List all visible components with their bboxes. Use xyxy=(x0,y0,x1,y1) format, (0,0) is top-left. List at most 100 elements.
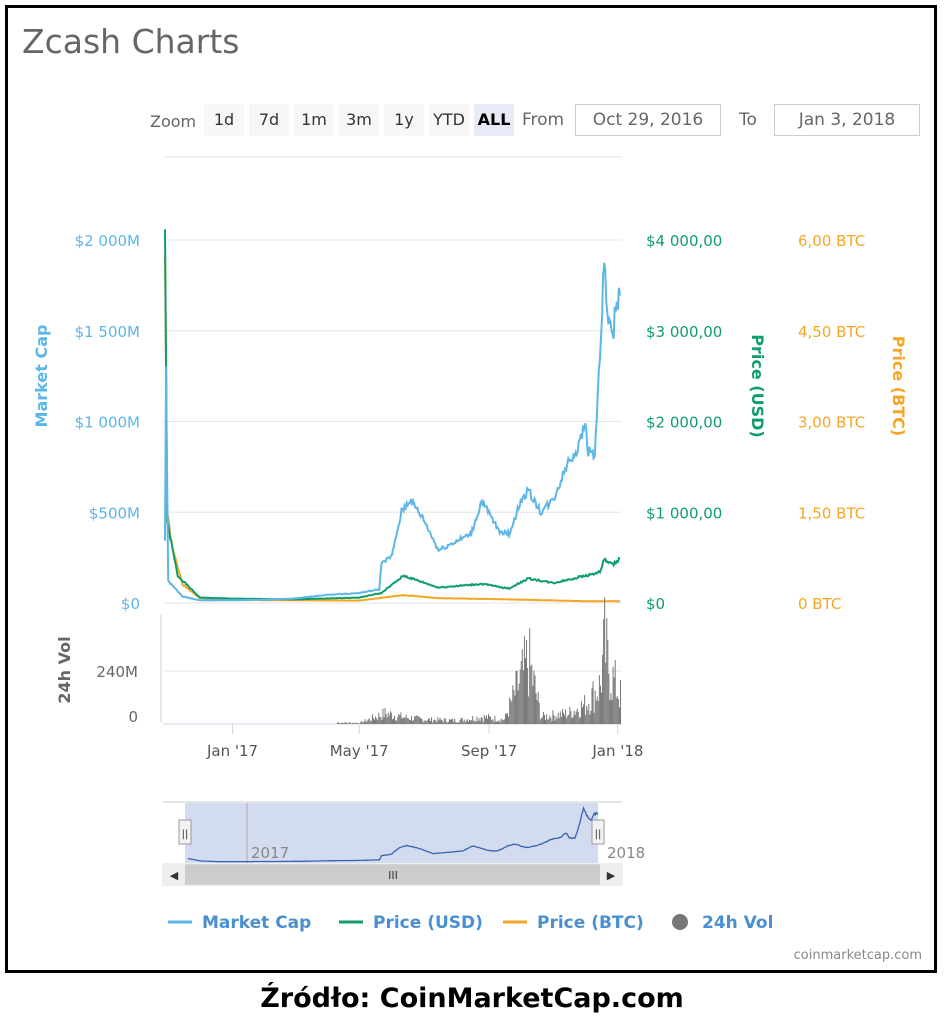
volume-bar xyxy=(538,702,540,724)
volume-bar xyxy=(498,720,500,724)
price-usd-tick: $0 xyxy=(646,595,665,613)
volume-bar xyxy=(550,717,552,724)
zoom-button-all[interactable]: ALL xyxy=(474,104,514,136)
page-title: Zcash Charts xyxy=(22,22,240,61)
volume-bar xyxy=(419,717,421,724)
volume-bar xyxy=(513,689,515,724)
zoom-button-1m[interactable]: 1m xyxy=(294,104,334,136)
zoom-button-7d[interactable]: 7d xyxy=(249,104,289,136)
volume-bar xyxy=(442,722,444,724)
volume-bar xyxy=(589,714,591,724)
volume-bar xyxy=(374,719,376,724)
volume-bar xyxy=(554,720,556,724)
volume-bar xyxy=(423,720,425,724)
from-date-input[interactable]: Oct 29, 2016 xyxy=(575,104,721,136)
volume-bar xyxy=(445,721,447,724)
zoom-button-1d[interactable]: 1d xyxy=(204,104,244,136)
arrow-right-icon: ▶ xyxy=(607,869,616,882)
volume-bar xyxy=(505,714,507,724)
scrollbar-grip-icon: III xyxy=(388,869,398,882)
volume-bar xyxy=(388,715,390,724)
volume-bar xyxy=(402,717,404,724)
scroll-left-button[interactable] xyxy=(163,864,185,885)
volume-bar xyxy=(383,717,385,724)
navigator-tick: 2017 xyxy=(251,844,289,862)
volume-bar xyxy=(508,716,510,724)
volume-bar xyxy=(499,722,501,724)
credit-link[interactable]: coinmarketcap.com xyxy=(793,948,922,963)
volume-bar xyxy=(516,670,518,724)
volume-bar xyxy=(573,710,575,724)
volume-bar xyxy=(465,720,467,724)
market-cap-tick: $500M xyxy=(89,504,140,522)
volume-bar xyxy=(611,699,613,724)
volume-bar xyxy=(356,722,358,724)
zoom-button-3m[interactable]: 3m xyxy=(339,104,379,136)
volume-bar xyxy=(541,717,543,724)
volume-bar xyxy=(456,722,458,724)
volume-bar xyxy=(342,722,344,724)
volume-bar xyxy=(616,695,618,724)
volume-bar xyxy=(448,719,450,724)
volume-bar xyxy=(549,715,551,724)
volume-bar xyxy=(560,716,562,724)
volume-bar xyxy=(443,718,445,724)
volume-bar xyxy=(488,714,490,724)
volume-bar xyxy=(369,720,371,724)
navigator-right-handle-icon[interactable] xyxy=(591,819,605,845)
volume-bar xyxy=(617,699,619,724)
volume-bar xyxy=(545,719,547,724)
volume-bar xyxy=(522,670,524,724)
volume-bar xyxy=(509,697,511,724)
volume-bar xyxy=(484,717,486,724)
scroll-right-button[interactable] xyxy=(600,864,622,885)
volume-bar xyxy=(477,721,479,724)
volume-bar xyxy=(609,699,611,724)
price-usd-tick: $2 000,00 xyxy=(646,414,722,432)
volume-axis-title: 24h Vol xyxy=(55,636,74,703)
price-usd-axis-title: Price (USD) xyxy=(748,334,767,437)
volume-bar xyxy=(490,716,492,724)
volume-bar xyxy=(480,717,482,724)
legend-item[interactable]: 24h Vol xyxy=(702,913,773,933)
volume-bar xyxy=(424,720,426,724)
arrow-left-icon: ◀ xyxy=(170,869,179,882)
volume-bar xyxy=(606,618,608,724)
legend-item[interactable]: Price (BTC) xyxy=(537,913,644,933)
volume-bar xyxy=(418,716,420,724)
volume-bar xyxy=(446,722,448,724)
volume-bar xyxy=(543,714,545,724)
volume-bar xyxy=(483,714,485,724)
volume-bar xyxy=(472,716,474,724)
volume-bar xyxy=(458,722,460,724)
to-label: To xyxy=(739,110,757,130)
volume-bar xyxy=(386,717,388,724)
volume-bar xyxy=(590,710,592,724)
zoom-button-ytd[interactable]: YTD xyxy=(429,104,469,136)
volume-bar xyxy=(533,670,535,724)
navigator-left-handle-icon[interactable] xyxy=(178,819,192,845)
volume-bar xyxy=(471,719,473,724)
volume-bar xyxy=(426,720,428,724)
volume-bar xyxy=(512,685,514,724)
volume-bar xyxy=(413,720,415,724)
volume-bar xyxy=(536,700,538,724)
volume-bar xyxy=(518,683,520,724)
volume-bar xyxy=(501,719,503,724)
legend-item[interactable]: Price (USD) xyxy=(373,913,483,933)
navigator-selection xyxy=(185,803,598,863)
volume-bar xyxy=(482,721,484,724)
volume-bar xyxy=(439,718,441,724)
volume-bar xyxy=(435,720,437,724)
zoom-button-1y[interactable]: 1y xyxy=(384,104,424,136)
volume-bar xyxy=(475,721,477,724)
volume-bar xyxy=(466,719,468,724)
volume-bar xyxy=(338,722,340,724)
volume-bar xyxy=(433,720,435,724)
volume-bar xyxy=(552,710,554,724)
legend-item[interactable]: Market Cap xyxy=(202,913,311,933)
volume-bar xyxy=(408,719,410,724)
volume-bar xyxy=(614,659,616,724)
to-date-input[interactable]: Jan 3, 2018 xyxy=(774,104,920,136)
